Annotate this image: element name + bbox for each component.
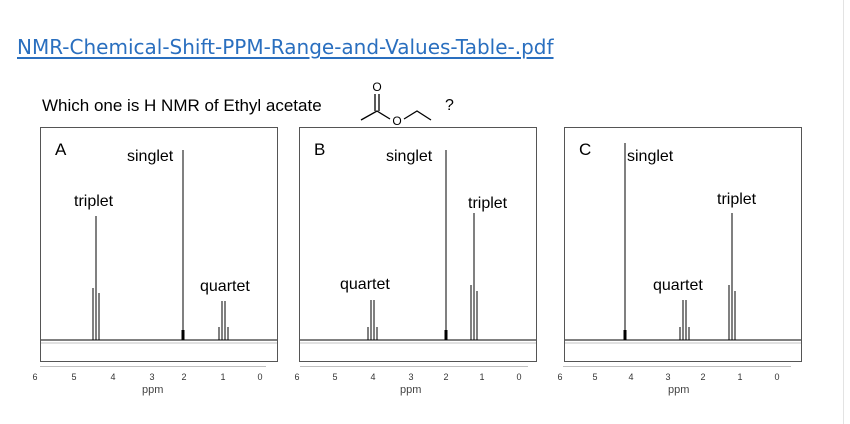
ppm-axis-c: 6 5 4 3 2 1 0 <box>557 366 791 382</box>
carbonyl-oxygen-label: O <box>372 80 381 94</box>
pdf-link[interactable]: NMR-Chemical-Shift-PPM-Range-and-Values-… <box>17 35 554 59</box>
question-text: Which one is H NMR of Ethyl acetate <box>42 96 322 115</box>
tick-label: 2 <box>443 372 448 382</box>
tick-label: 2 <box>181 372 186 382</box>
quartet-label: quartet <box>340 276 390 293</box>
tick-label: 0 <box>774 372 779 382</box>
ppm-label: ppm <box>400 384 422 396</box>
tick-label: 1 <box>220 372 225 382</box>
triplet-label: triplet <box>717 191 757 208</box>
tick-label: 1 <box>737 372 742 382</box>
singlet-label: singlet <box>127 148 174 165</box>
ester-oxygen-label: O <box>392 114 401 128</box>
question-mark: ? <box>445 97 454 114</box>
panel-label: C <box>579 140 592 159</box>
tick-label: 3 <box>665 372 670 382</box>
tick-label: 1 <box>479 372 484 382</box>
quartet-label: quartet <box>200 278 250 295</box>
tick-label: 0 <box>257 372 262 382</box>
ppm-axis-b: 6 5 4 3 2 1 0 <box>294 366 528 382</box>
spectrum-c-trace <box>565 143 801 344</box>
singlet-label: singlet <box>627 148 674 165</box>
spectrum-panel-c[interactable]: C singlet triplet quartet <box>564 127 802 362</box>
tick-label: 5 <box>332 372 337 382</box>
tick-label: 2 <box>700 372 705 382</box>
panel-label: A <box>55 140 67 159</box>
tick-label: 4 <box>110 372 115 382</box>
tick-label: 3 <box>149 372 154 382</box>
spectrum-b-trace <box>300 150 536 344</box>
triplet-label: triplet <box>74 193 114 210</box>
tick-label: 4 <box>370 372 375 382</box>
tick-label: 3 <box>408 372 413 382</box>
tick-label: 0 <box>516 372 521 382</box>
ppm-axis-a: 6 5 4 3 2 1 0 <box>32 366 266 382</box>
tick-label: 6 <box>557 372 562 382</box>
spectrum-panel-a[interactable]: A singlet triplet quartet <box>40 127 278 362</box>
spectrum-a-trace <box>41 150 277 344</box>
right-divider <box>843 0 844 424</box>
tick-label: 5 <box>592 372 597 382</box>
tick-label: 6 <box>294 372 299 382</box>
tick-label: 6 <box>32 372 37 382</box>
panel-label: B <box>314 140 326 159</box>
ppm-label: ppm <box>142 384 164 396</box>
quartet-label: quartet <box>653 277 703 294</box>
ppm-label: ppm <box>668 384 690 396</box>
ethyl-acetate-structure: O O <box>360 80 432 128</box>
spectrum-panel-b[interactable]: B singlet triplet quartet <box>299 127 537 362</box>
tick-label: 4 <box>628 372 633 382</box>
triplet-label: triplet <box>468 195 508 212</box>
singlet-label: singlet <box>386 148 433 165</box>
tick-label: 5 <box>71 372 76 382</box>
